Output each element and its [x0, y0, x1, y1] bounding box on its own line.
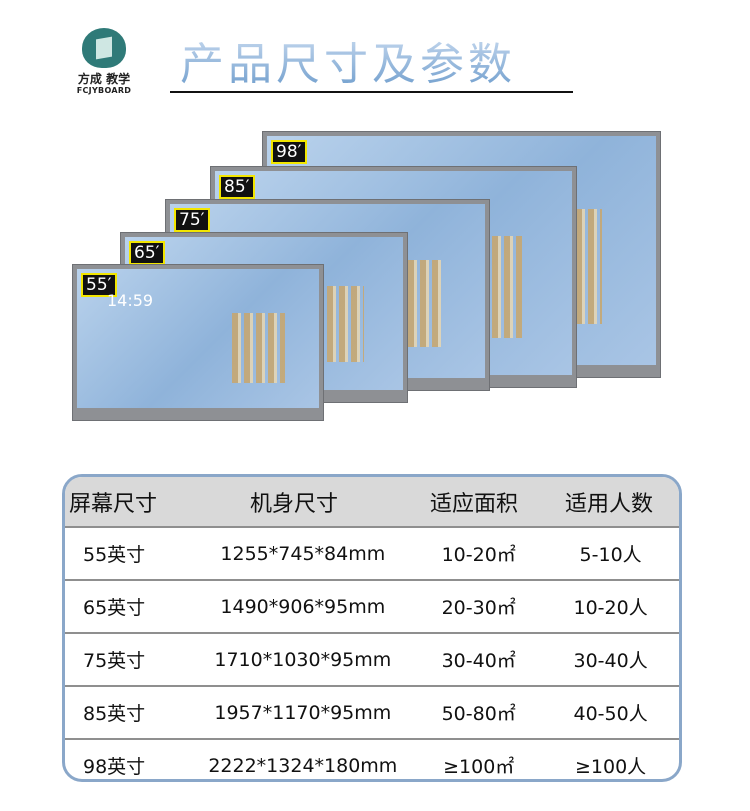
cell-body-size: 1957*1170*95mm	[214, 701, 392, 724]
cell-people: 10-20人	[573, 597, 648, 619]
screen-clock: 14:59	[107, 291, 154, 310]
table-row: 55英寸 1255*745*84mm 10-20㎡ 5-10人	[65, 528, 679, 581]
cell-area: 30-40㎡	[441, 650, 516, 672]
cell-area: ≥100㎡	[443, 756, 515, 778]
logo-icon	[82, 28, 126, 68]
brand-name-en: FCJYBOARD	[76, 86, 132, 95]
screen: 55′ 14:59	[77, 269, 319, 408]
cell-area: 10-20㎡	[441, 544, 516, 566]
table-row: 85英寸 1957*1170*95mm 50-80㎡ 40-50人	[65, 687, 679, 740]
header-area: 适应面积	[429, 491, 518, 517]
spec-table: 屏幕尺寸 机身尺寸 适应面积 适用人数 55英寸 1255*745*84mm 10-…	[62, 474, 682, 782]
size-label: 65′	[129, 241, 165, 265]
table-row: 75英寸 1710*1030*95mm 30-40㎡ 30-40人	[65, 634, 679, 687]
monitor-55: 55′ 14:59	[72, 264, 324, 421]
page-title: 产品尺寸及参数	[180, 28, 516, 92]
table-row: 65英寸 1490*906*95mm 20-30㎡ 10-20人	[65, 581, 679, 634]
chart-graphic	[231, 313, 286, 383]
cell-body-size: 1255*745*84mm	[220, 542, 386, 565]
cell-screen-size: 55英寸	[83, 544, 146, 566]
size-label: 98′	[271, 140, 307, 164]
header-body-size: 机身尺寸	[249, 491, 338, 517]
cell-people: 30-40人	[573, 650, 648, 672]
cell-people: 40-50人	[573, 703, 648, 725]
cell-body-size: 1490*906*95mm	[220, 595, 386, 618]
cell-screen-size: 85英寸	[83, 703, 146, 725]
cell-body-size: 2222*1324*180mm	[208, 754, 398, 777]
cell-area: 50-80㎡	[441, 703, 516, 725]
cell-people: ≥100人	[575, 756, 647, 778]
title-divider	[170, 91, 573, 93]
cell-area: 20-30㎡	[441, 597, 516, 619]
cell-body-size: 1710*1030*95mm	[214, 648, 392, 671]
cell-screen-size: 75英寸	[83, 650, 146, 672]
cell-screen-size: 98英寸	[83, 756, 146, 778]
cell-screen-size: 65英寸	[83, 597, 146, 619]
size-label: 55′	[81, 273, 117, 297]
brand-logo: 方成 教学 FCJYBOARD	[74, 28, 134, 95]
size-label: 75′	[174, 208, 210, 232]
header-screen-size: 屏幕尺寸	[69, 491, 158, 517]
header-people: 适用人数	[564, 491, 653, 517]
table-row: 98英寸 2222*1324*180mm ≥100㎡ ≥100人	[65, 740, 679, 779]
cell-people: 5-10人	[579, 544, 642, 566]
size-label: 85′	[219, 175, 255, 199]
brand-name-cn: 方成 教学	[77, 72, 131, 86]
table-header: 屏幕尺寸 机身尺寸 适应面积 适用人数	[65, 477, 679, 528]
